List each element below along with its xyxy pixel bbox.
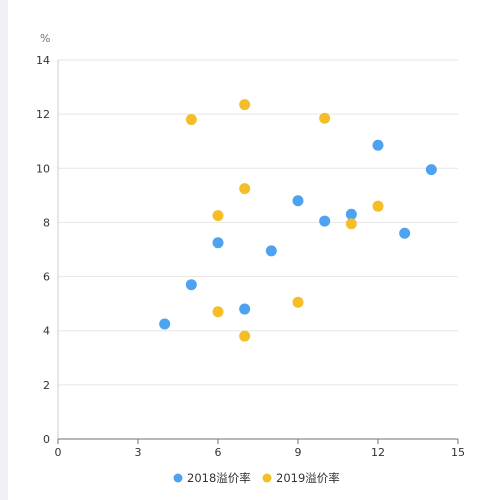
y-tick-label: 0 bbox=[43, 433, 50, 446]
scatter-point-series-2019 bbox=[212, 210, 224, 222]
y-tick-label: 4 bbox=[43, 325, 50, 338]
left-edge-strip bbox=[0, 0, 8, 500]
scatter-point-series-2019 bbox=[345, 218, 357, 230]
scatter-point-series-2019 bbox=[239, 99, 251, 111]
y-tick-label: 6 bbox=[43, 271, 50, 284]
scatter-point-series-2019 bbox=[292, 296, 304, 308]
y-axis-unit: % bbox=[40, 32, 50, 45]
y-tick-label: 2 bbox=[43, 379, 50, 392]
scatter-point-series-2019 bbox=[185, 114, 197, 126]
scatter-point-series-2018 bbox=[239, 303, 251, 315]
legend-marker-2019 bbox=[262, 473, 272, 483]
scatter-point-series-2018 bbox=[212, 237, 224, 249]
scatter-point-series-2019 bbox=[212, 306, 224, 318]
scatter-point-series-2019 bbox=[239, 330, 251, 342]
scatter-point-series-2018 bbox=[292, 195, 304, 207]
scatter-point-series-2018 bbox=[425, 164, 437, 176]
scatter-point-series-2018 bbox=[159, 318, 171, 330]
y-tick-label: 8 bbox=[43, 216, 50, 229]
scatter-point-series-2019 bbox=[239, 183, 251, 195]
legend-label-2019: 2019溢价率 bbox=[276, 471, 340, 485]
scatter-point-series-2019 bbox=[319, 112, 331, 124]
x-tick-label: 6 bbox=[215, 446, 222, 459]
y-tick-label: 10 bbox=[36, 162, 50, 175]
scatter-point-series-2018 bbox=[319, 215, 331, 227]
y-tick-label: 12 bbox=[36, 108, 50, 121]
legend-marker-2018 bbox=[173, 473, 183, 483]
scatter-point-series-2018 bbox=[265, 245, 277, 257]
scatter-point-series-2018 bbox=[185, 279, 197, 291]
scatter-point-series-2018 bbox=[372, 139, 384, 151]
scatter-point-series-2018 bbox=[399, 227, 411, 239]
x-tick-label: 3 bbox=[135, 446, 142, 459]
legend-label-2018: 2018溢价率 bbox=[187, 471, 251, 485]
y-tick-label: 14 bbox=[36, 54, 50, 67]
x-tick-label: 15 bbox=[451, 446, 465, 459]
scatter-point-series-2018 bbox=[345, 208, 357, 220]
scatter-point-series-2019 bbox=[372, 200, 384, 212]
x-tick-label: 9 bbox=[295, 446, 302, 459]
x-tick-label: 12 bbox=[371, 446, 385, 459]
x-tick-label: 0 bbox=[55, 446, 62, 459]
